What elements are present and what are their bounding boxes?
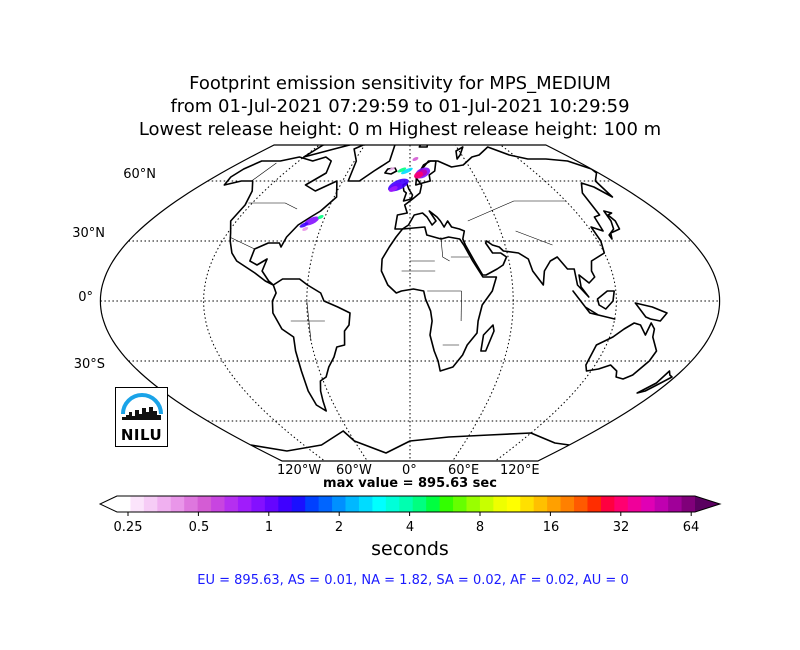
footprint-plume [299, 157, 431, 231]
plume-blob [412, 157, 419, 161]
country-border [467, 200, 566, 222]
coastline-south-america [271, 278, 351, 412]
colorbar-tick-label: 8 [475, 520, 485, 535]
colorbar-units-label: seconds [371, 538, 449, 560]
coastline-australia [585, 322, 658, 380]
lat-label-60n: 60°N [123, 167, 156, 182]
coastline-africa [380, 226, 498, 372]
plot-title-line-2: from 01-Jul-2021 07:29:59 to 01-Jul-2021… [170, 96, 630, 117]
coastline-borneo [596, 290, 615, 310]
nilu-logo-icon [121, 393, 163, 420]
colorbar-tick-label: 2 [334, 520, 344, 535]
lat-label-30n: 30°N [72, 226, 105, 241]
max-value-label: max value = 895.63 sec [323, 476, 497, 491]
region-summary: EU = 895.63, AS = 0.01, NA = 1.82, SA = … [197, 573, 629, 588]
plot-title-line-1: Footprint emission sensitivity for MPS_M… [189, 73, 611, 94]
coastline-new-guinea [634, 302, 668, 322]
colorbar-tick-label: 0.5 [188, 520, 210, 535]
coastline-new-zealand [636, 370, 673, 394]
country-border [251, 162, 277, 182]
meridian-line [306, 145, 368, 461]
colorbar-tick-label: 4 [405, 520, 415, 535]
lon-label-120w: 120°W [277, 463, 322, 478]
plume-blob [413, 171, 424, 179]
plume-blob [388, 167, 395, 171]
colorbar-tick-label: 64 [682, 520, 700, 535]
nilu-logo-text: NILU [120, 426, 163, 444]
coastline-japan [603, 210, 621, 240]
coastline-arctic-islands [303, 145, 361, 158]
lat-label-equator: 0° [78, 290, 93, 305]
coastline-madagascar [480, 324, 495, 352]
meridian-line [452, 145, 514, 461]
colorbar-tick-label: 16 [542, 520, 560, 535]
coastline-iceland [384, 167, 398, 175]
coastline-north-america [223, 156, 338, 286]
coastlines [223, 145, 673, 454]
coastline-novaya-zemlya [455, 146, 464, 160]
lon-label-0: 0° [402, 463, 417, 478]
plume-blob [302, 227, 309, 231]
plume-blob [388, 186, 398, 192]
lon-label-120e: 120°E [500, 463, 540, 478]
lat-label-30s: 30°S [73, 357, 105, 372]
plume-blob [299, 222, 309, 228]
coastline-greenland [347, 145, 396, 182]
coastline-antarctica [250, 430, 570, 454]
coastline-svalbard [418, 145, 429, 148]
plume-blob [317, 215, 324, 219]
coastline-europe-asia [394, 146, 614, 298]
country-border [515, 230, 553, 246]
colorbar-tick-label: 32 [612, 520, 630, 535]
plume-blob [397, 167, 407, 173]
map-outline [99, 144, 721, 462]
colorbar-tick-label: 0.25 [113, 520, 143, 535]
country-border [229, 236, 255, 250]
coastline-indonesia [572, 290, 616, 320]
country-border [248, 202, 298, 210]
graticule [100, 145, 720, 461]
lon-label-60w: 60°W [336, 463, 372, 478]
colorbar-tick-label: 1 [264, 520, 274, 535]
plot-title-line-3: Lowest release height: 0 m Highest relea… [138, 119, 662, 140]
nilu-logo: NILU [115, 387, 168, 447]
plume-blob [401, 167, 413, 175]
country-border [440, 236, 450, 262]
lon-label-60e: 60°E [448, 463, 480, 478]
